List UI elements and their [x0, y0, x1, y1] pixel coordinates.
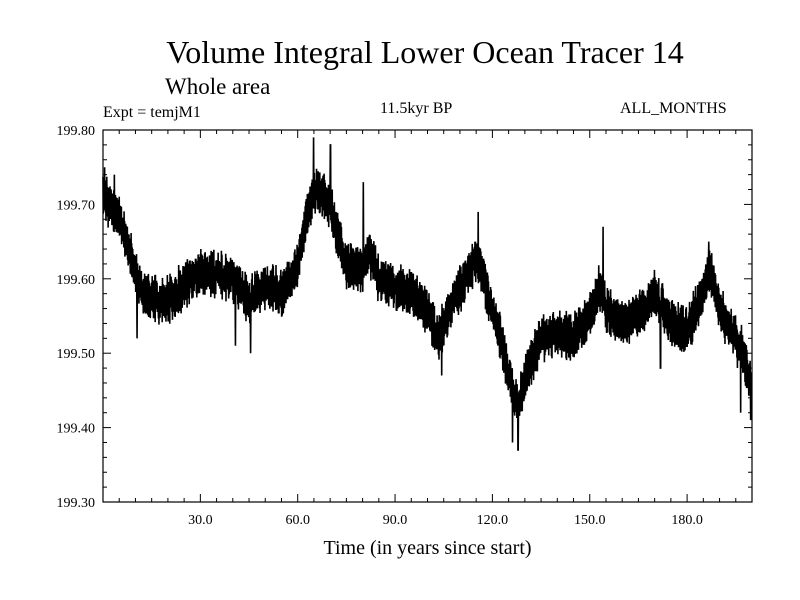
x-tick-label: 30.0 [188, 513, 213, 528]
series-layer [102, 137, 753, 451]
y-tick-label: 199.40 [57, 422, 96, 437]
x-axis-title: Time (in years since start) [323, 537, 531, 559]
chart-subtitle: Whole area [165, 74, 271, 99]
chart-title: Volume Integral Lower Ocean Tracer 14 [166, 34, 684, 70]
x-tick-label: 120.0 [477, 513, 509, 528]
series-line [102, 137, 753, 451]
x-tick-label: 60.0 [285, 513, 310, 528]
ticks-layer: 30.0 60.0 90.0 120.0 150.0 180.0 199.30 199.40 1… [57, 124, 753, 528]
experiment-label: Expt = temjM1 [103, 104, 201, 121]
y-tick-label: 199.80 [57, 124, 96, 139]
y-tick-label: 199.50 [57, 347, 96, 362]
x-tick-label: 90.0 [383, 513, 408, 528]
y-tick-label: 199.30 [57, 496, 96, 511]
y-tick-label: 199.60 [57, 273, 96, 288]
y-tick-label: 199.70 [57, 198, 96, 213]
months-label: ALL_MONTHS [620, 100, 727, 117]
period-label: 11.5kyr BP [380, 100, 453, 117]
x-tick-label: 150.0 [574, 513, 606, 528]
x-tick-label: 180.0 [671, 513, 703, 528]
